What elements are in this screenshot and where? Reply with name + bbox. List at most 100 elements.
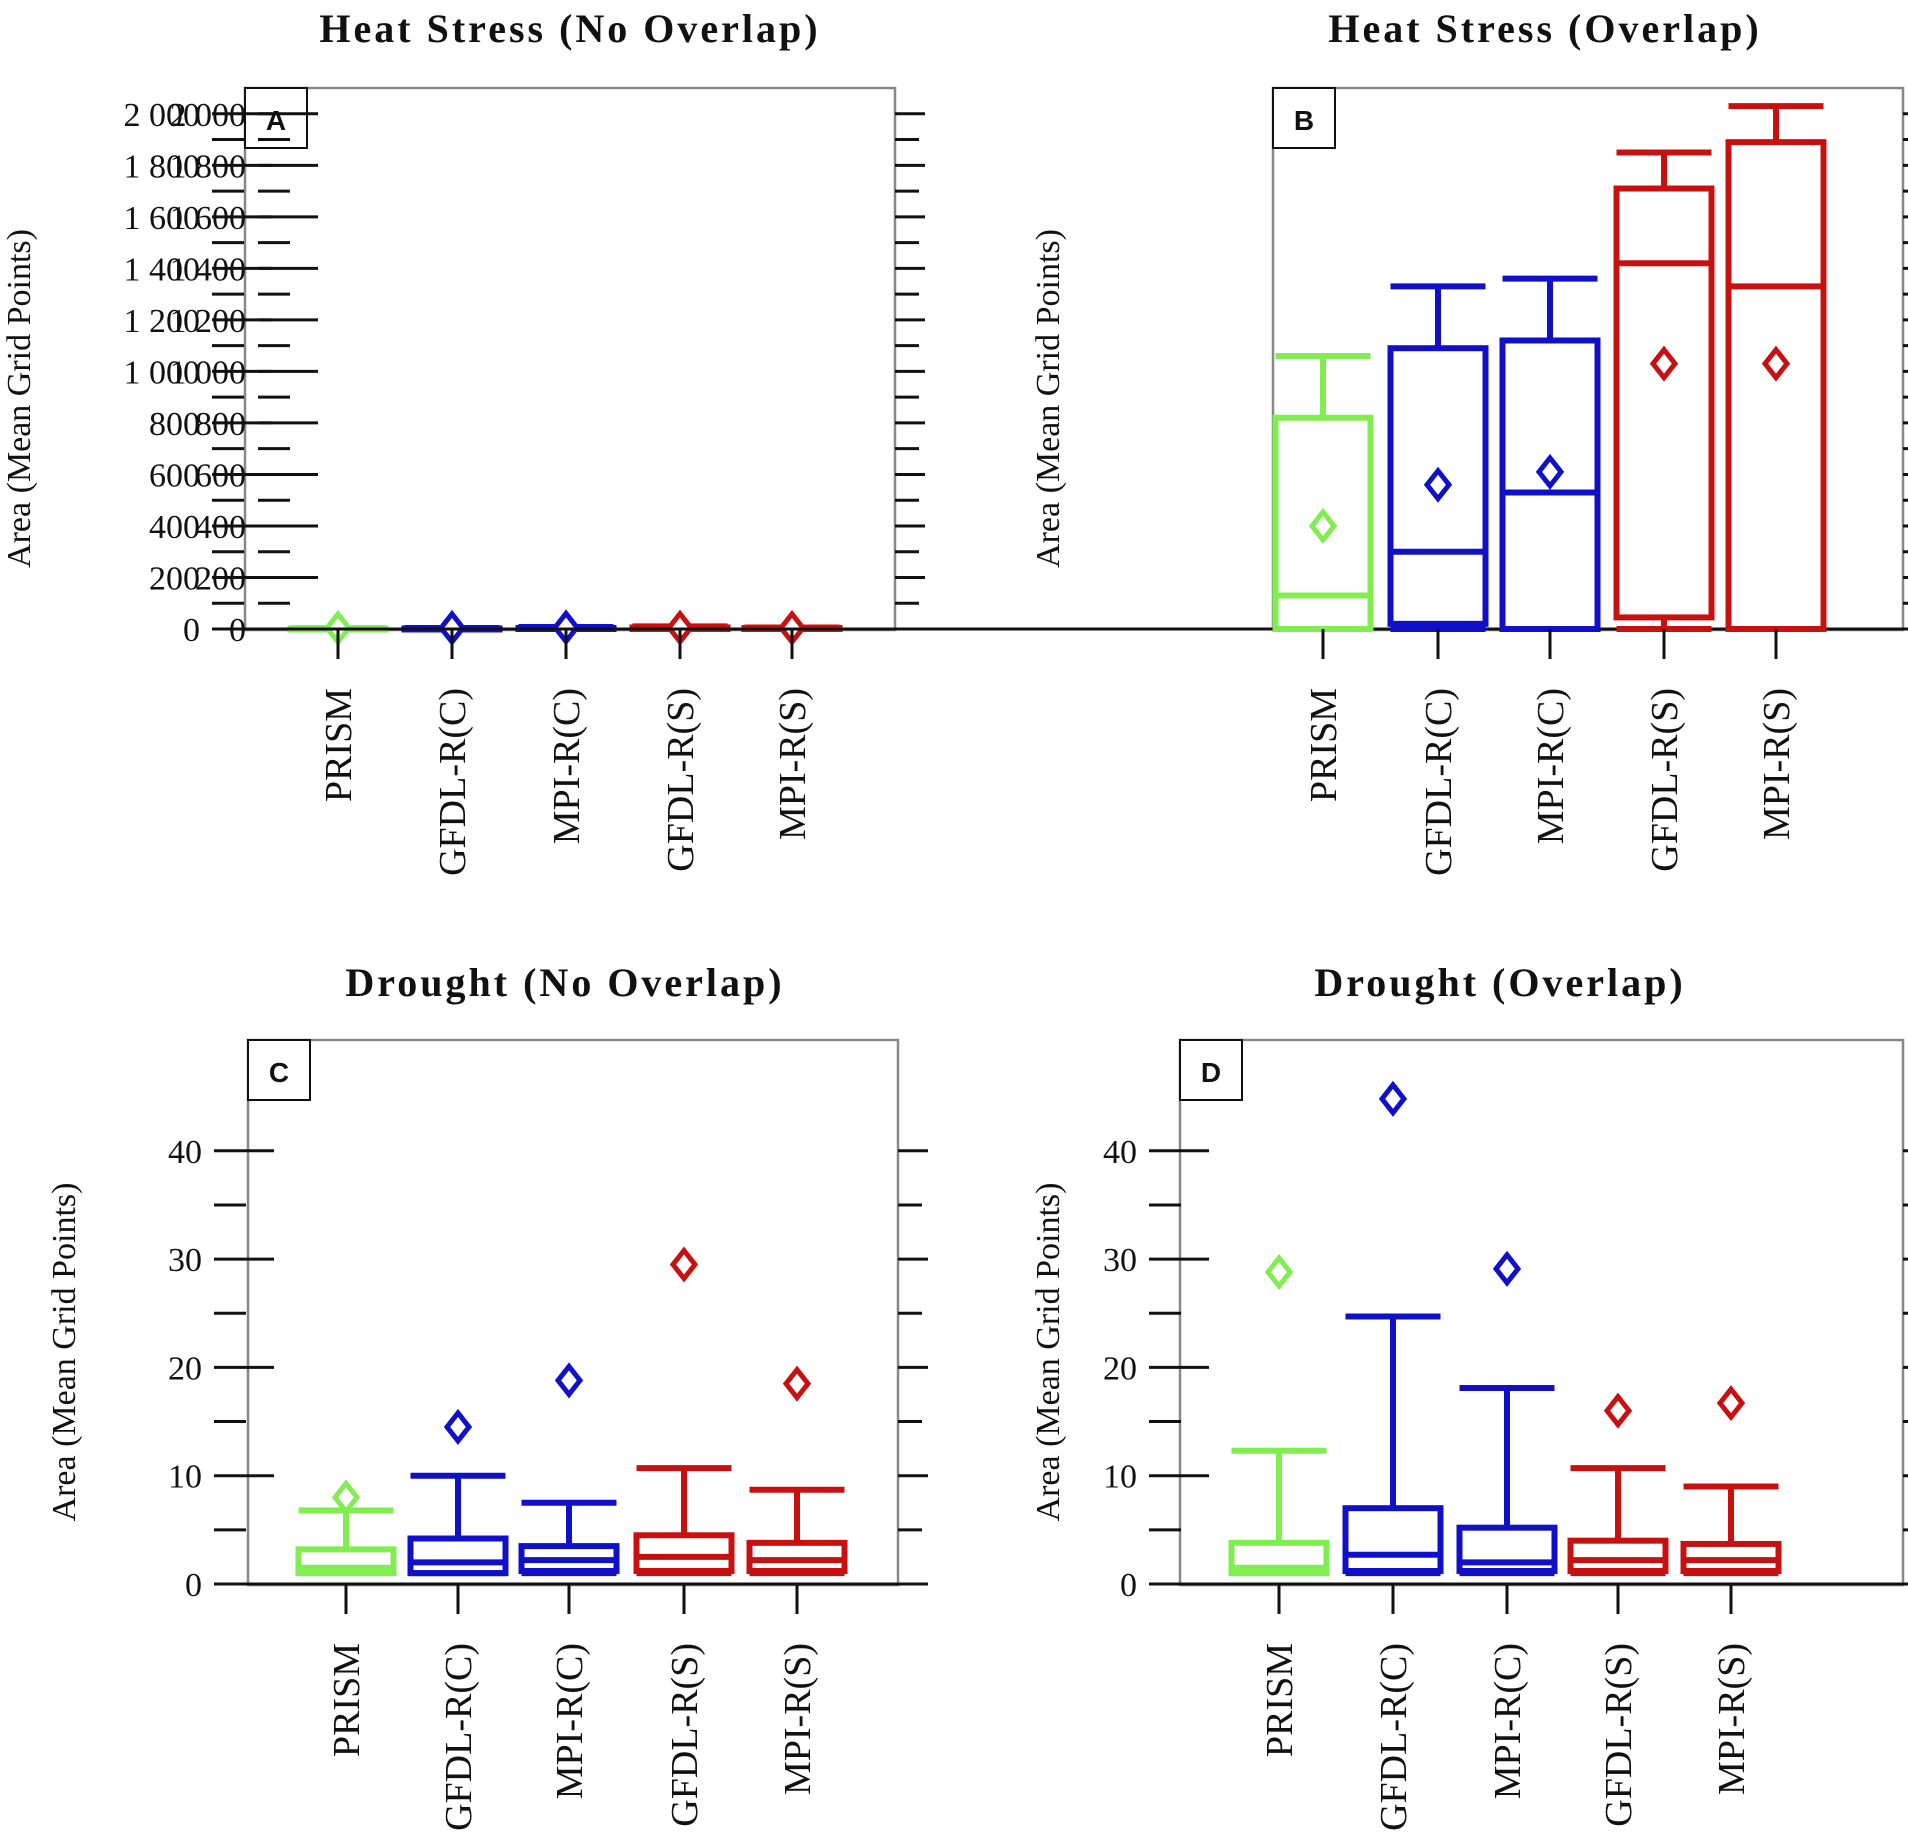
box-gfdl-r-s — [1613, 149, 1715, 632]
y-tick-label: 2 000 — [170, 97, 247, 134]
box-gfdl-r-s — [1567, 1392, 1669, 1577]
x-category-label: GFDL-R(C) — [1418, 688, 1460, 876]
panel-label: B — [1294, 105, 1314, 136]
x-category-label: GFDL-R(C) — [432, 688, 474, 876]
y-tick-label: 1 000 — [124, 354, 201, 391]
y-tick-label: 30 — [168, 1242, 202, 1279]
y-tick-label: 1 600 — [124, 200, 201, 237]
box-mpi-r-c — [1456, 1250, 1558, 1577]
iqr-box — [295, 1546, 397, 1577]
panel-label-box — [247, 1039, 311, 1101]
iqr-box — [1613, 185, 1715, 621]
y-tick-label: 1 400 — [170, 251, 247, 288]
box-prism — [1228, 1254, 1330, 1577]
box-gfdl-r-s — [633, 1246, 735, 1577]
y-tick-label: 1 200 — [124, 303, 201, 340]
panel-b: Heat Stress (Overlap) B 0 200 400 600 800 1 000… — [170, 6, 1908, 876]
panel-d: Drought (Overlap) D 0 10 20 30 40 Area (Mean Gr… — [1030, 960, 1908, 1831]
x-category-label: GFDL-R(C) — [1373, 1643, 1415, 1831]
y-tick-label: 0 — [229, 612, 246, 649]
y-tick-label: 0 — [185, 1567, 202, 1604]
mean-marker — [1716, 1385, 1746, 1422]
y-tick-label: 10 — [168, 1459, 202, 1496]
iqr-box — [407, 1535, 509, 1577]
y-tick-label: 40 — [168, 1134, 202, 1171]
x-category-label: MPI-R(C) — [1487, 1643, 1529, 1799]
y-tick-label: 600 — [149, 457, 200, 494]
panel-label: C — [269, 1057, 289, 1088]
iqr-box — [746, 1539, 848, 1575]
mean-marker — [1308, 507, 1338, 545]
plot-frame — [243, 86, 897, 632]
box-mpi-r-s — [746, 1365, 848, 1577]
panel-label-box — [244, 87, 308, 149]
chart-title: Heat Stress (Overlap) — [1328, 6, 1761, 51]
y-axis-label: Area (Mean Grid Points) — [46, 1183, 83, 1522]
iqr-box — [1456, 1524, 1558, 1575]
mean-marker — [1649, 345, 1679, 382]
mean-marker — [1761, 345, 1791, 382]
x-category-label: PRISM — [1259, 1643, 1301, 1757]
box-mpi-r-c — [518, 1362, 620, 1577]
chart-title: Drought (No Overlap) — [345, 960, 784, 1005]
plot-frame — [1178, 1038, 1905, 1587]
x-category-label: GFDL-R(C) — [438, 1643, 480, 1831]
x-category-label: MPI-R(C) — [549, 1643, 591, 1799]
mean-marker — [782, 1365, 812, 1402]
y-tick-label: 30 — [1103, 1242, 1137, 1279]
y-axis-label: Area (Mean Grid Points) — [1030, 229, 1067, 568]
x-category-label: GFDL-R(S) — [660, 688, 702, 872]
x-category-label: MPI-R(S) — [772, 688, 814, 840]
y-tick-label: 200 — [195, 560, 246, 597]
y-axis-label: Area (Mean Grid Points) — [1030, 1183, 1067, 1522]
mean-marker — [1423, 466, 1453, 503]
mean-marker — [554, 1362, 584, 1399]
iqr-box — [1342, 1505, 1444, 1575]
x-category-label: MPI-R(C) — [1530, 688, 1572, 844]
y-tick-label: 40 — [1103, 1134, 1137, 1171]
y-tick-label: 2 000 — [124, 97, 201, 134]
panel-c: Drought (No Overlap) C 0 10 20 30 40 Area (Mean… — [46, 960, 928, 1831]
chart-title: Heat Stress (No Overlap) — [319, 6, 820, 51]
box-prism — [1272, 352, 1374, 632]
y-tick-label: 1 800 — [124, 148, 201, 185]
y-tick-label: 800 — [195, 406, 246, 443]
panel-label: D — [1201, 1057, 1221, 1088]
y-tick-label: 800 — [149, 406, 200, 443]
x-category-label: MPI-R(S) — [777, 1643, 819, 1795]
x-category-label: PRISM — [318, 688, 360, 802]
y-axis-label: Area (Mean Grid Points) — [1, 229, 38, 568]
y-tick-label: 400 — [195, 509, 246, 546]
y-tick-label: 10 — [1103, 1459, 1137, 1496]
panel-label-box — [1179, 1039, 1243, 1101]
iqr-box — [1228, 1539, 1330, 1577]
y-tick-label: 200 — [149, 560, 200, 597]
y-tick-label: 400 — [149, 509, 200, 546]
x-category-label: MPI-R(S) — [1711, 1643, 1753, 1795]
y-tick-label: 1 000 — [170, 354, 247, 391]
mean-marker — [669, 1246, 699, 1283]
box-mpi-r-c — [1499, 275, 1601, 632]
x-category-label: MPI-R(C) — [546, 688, 588, 844]
x-category-label: GFDL-R(S) — [664, 1643, 706, 1827]
box-mpi-r-s — [1680, 1385, 1782, 1577]
iqr-box — [633, 1532, 735, 1575]
panel-a: Heat Stress (No Overlap) A 0 200 400 600 800 1 … — [1, 6, 925, 876]
y-tick-label: 0 — [183, 612, 200, 649]
x-category-label: PRISM — [1303, 688, 1345, 802]
iqr-box — [1725, 139, 1827, 633]
y-tick-label: 1 400 — [124, 251, 201, 288]
iqr-box — [1387, 345, 1489, 627]
x-category-label: PRISM — [326, 1643, 368, 1757]
mean-marker — [331, 1479, 361, 1516]
box-gfdl-r-c — [1387, 283, 1489, 632]
mean-marker — [1378, 1080, 1408, 1117]
x-category-label: GFDL-R(S) — [1644, 688, 1686, 872]
y-tick-label: 0 — [1120, 1567, 1137, 1604]
y-tick-label: 1 800 — [170, 148, 247, 185]
mean-marker — [1535, 453, 1565, 490]
y-tick-label: 20 — [1103, 1350, 1137, 1387]
y-tick-label: 1 600 — [170, 200, 247, 237]
mean-marker — [1492, 1250, 1522, 1287]
